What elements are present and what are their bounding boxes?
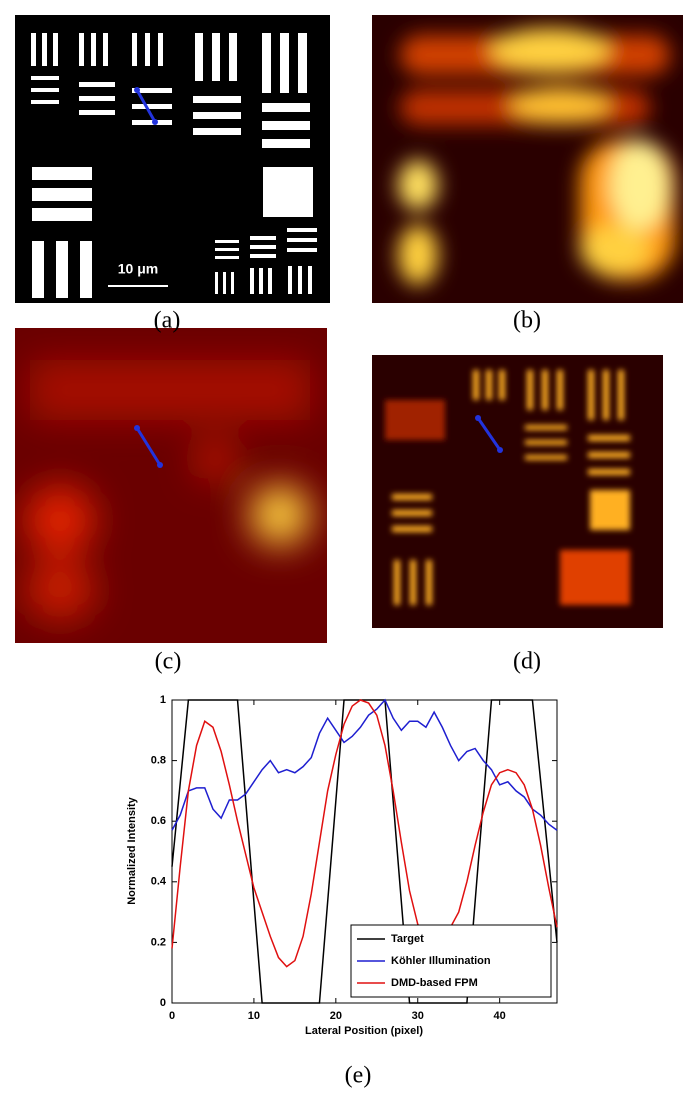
x-tick-label: 20 xyxy=(330,1010,342,1022)
y-tick-label: 0.4 xyxy=(151,876,167,888)
panel-d-image xyxy=(372,355,663,628)
x-axis-label: Lateral Position (pixel) xyxy=(305,1025,423,1037)
panel-label: (e) xyxy=(345,1063,372,1089)
y-tick-label: 0.2 xyxy=(151,936,166,948)
y-axis-label: Normalized Intensity xyxy=(126,796,138,904)
data-line xyxy=(171,698,558,831)
x-tick-label: 0 xyxy=(169,1010,175,1022)
x-tick-label: 30 xyxy=(412,1010,424,1022)
legend-label: Target xyxy=(391,933,424,945)
scale-bar-label: 10 μm xyxy=(118,261,158,277)
x-tick-label: 40 xyxy=(494,1010,506,1022)
panel-label: (b) xyxy=(513,308,541,334)
data-line xyxy=(171,699,558,968)
y-tick-label: 0.6 xyxy=(151,815,166,827)
legend-label: Köhler Illumination xyxy=(391,955,491,967)
panel-b-image xyxy=(372,15,683,303)
legend-label: DMD-based FPM xyxy=(391,977,478,989)
panel-label: (c) xyxy=(155,649,182,675)
x-tick-label: 10 xyxy=(248,1010,260,1022)
panel-label: (d) xyxy=(513,649,541,675)
y-tick-label: 1 xyxy=(160,694,166,706)
panel-label: (a) xyxy=(154,308,181,334)
y-tick-label: 0 xyxy=(160,997,166,1009)
y-tick-label: 0.8 xyxy=(151,755,166,767)
data-line xyxy=(171,699,558,1004)
panel-c-image xyxy=(15,328,327,643)
panel-a-image xyxy=(15,15,330,303)
